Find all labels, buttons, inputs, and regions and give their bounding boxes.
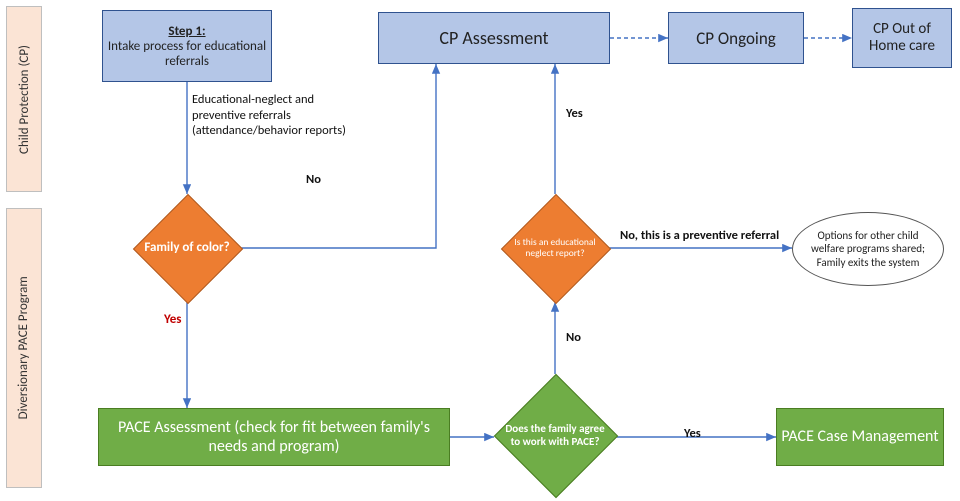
label-yes-red: Yes: [164, 312, 181, 328]
node-pace-assessment: PACE Assessment (check for fit between f…: [98, 408, 450, 466]
node-options-ellipse: Options for other child welfare programs…: [792, 212, 944, 286]
node-pace-assessment-label: PACE Assessment (check for fit between f…: [103, 418, 445, 456]
node-pace-agree: Does the family agree to work with PACE?: [494, 374, 616, 496]
node-cp-ongoing: CP Ongoing: [668, 12, 804, 64]
label-ed-neglect-text: Educational-neglect and preventive refer…: [192, 92, 350, 139]
node-ed-neglect: Is this an educational neglect report?: [501, 194, 609, 302]
node-step1: Step 1: Intake process for educational r…: [102, 10, 272, 82]
node-cp-assessment: CP Assessment: [378, 12, 610, 64]
node-cp-ongoing-label: CP Ongoing: [696, 28, 776, 49]
node-options-ellipse-label: Options for other child welfare programs…: [801, 229, 935, 269]
node-family-color-label: Family of color?: [144, 240, 229, 256]
node-pace-case-mgmt: PACE Case Management: [776, 408, 944, 466]
swimlane-cp-label: Child Protection (CP): [17, 45, 32, 154]
label-yes-black: Yes: [566, 106, 583, 122]
label-no-2: No: [566, 330, 581, 346]
node-ed-neglect-label: Is this an educational neglect report?: [505, 237, 605, 260]
label-yes-2: Yes: [684, 426, 701, 442]
label-no-preventive: No, this is a preventive referral: [620, 228, 790, 244]
node-family-color: Family of color?: [133, 194, 241, 302]
node-cp-assessment-label: CP Assessment: [439, 27, 548, 49]
node-cp-outhome-label: CP Out of Home care: [857, 21, 947, 56]
swimlane-pace: Diversionary PACE Program: [6, 208, 42, 488]
node-pace-case-mgmt-label: PACE Case Management: [781, 427, 938, 446]
node-pace-agree-label: Does the family agree to work with PACE?: [500, 422, 610, 448]
swimlane-cp: Child Protection (CP): [6, 6, 42, 192]
swimlane-pace-label: Diversionary PACE Program: [16, 276, 32, 419]
node-step1-body: Intake process for educational referrals: [107, 39, 267, 69]
label-no-1: No: [306, 172, 321, 188]
node-cp-outhome: CP Out of Home care: [852, 8, 952, 68]
node-step1-title: Step 1:: [168, 24, 205, 39]
